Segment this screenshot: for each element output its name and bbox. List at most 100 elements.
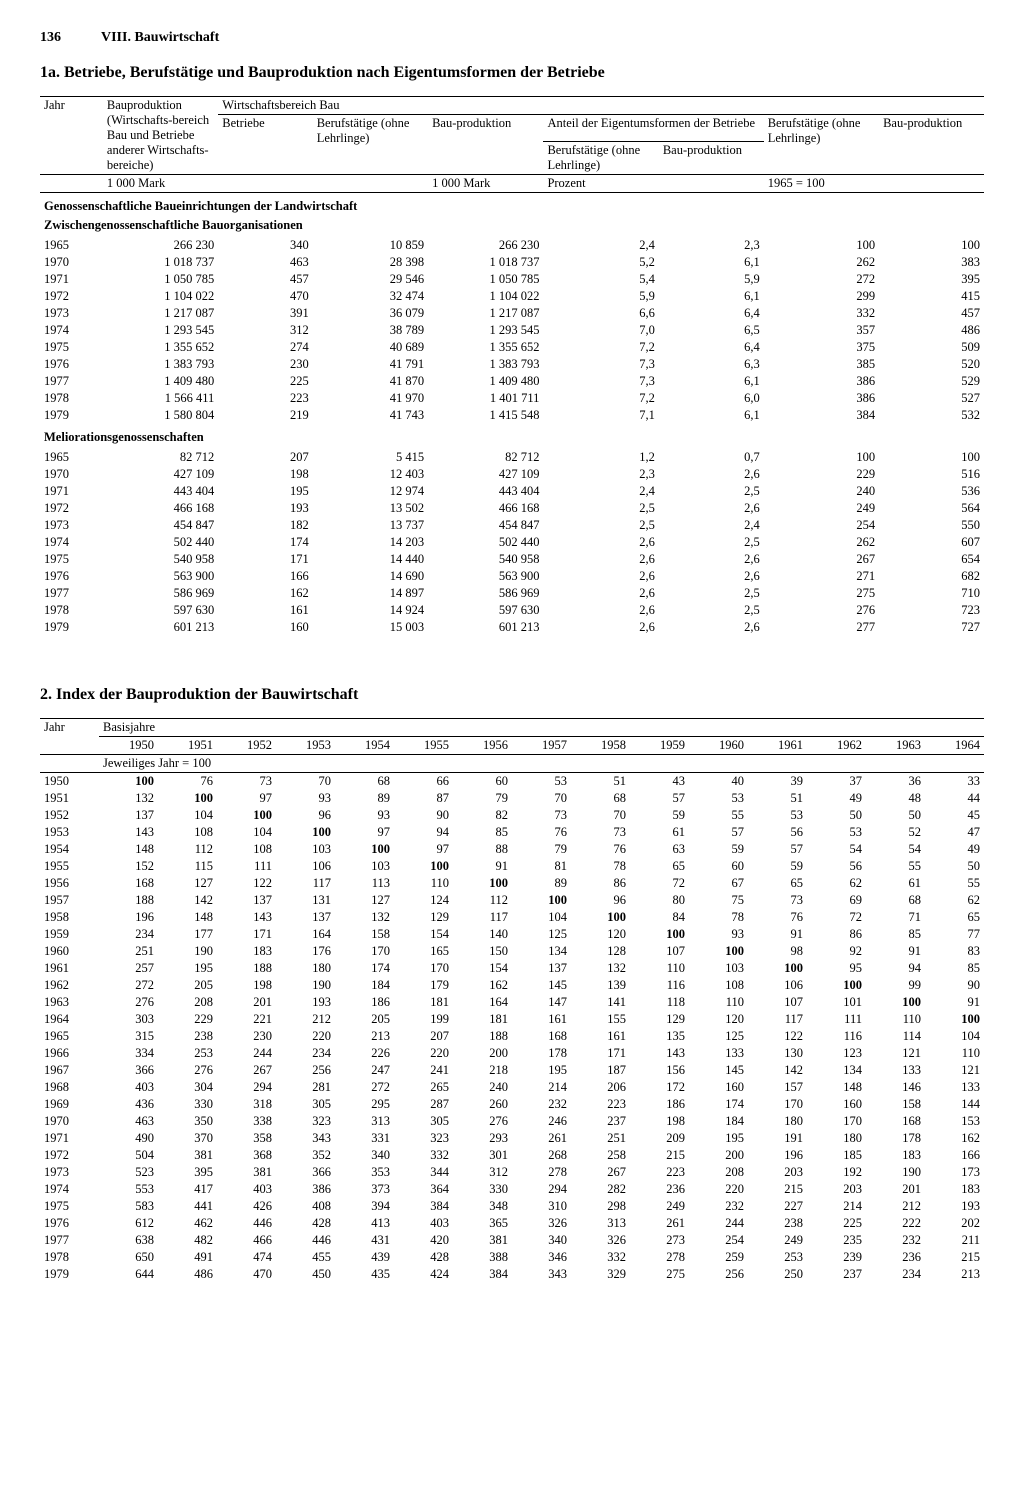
- table-row: 1972466 16819313 502466 1682,52,6249564: [40, 500, 984, 517]
- cell: 161: [218, 602, 312, 619]
- cell: 114: [866, 1028, 925, 1045]
- table-row: 1979601 21316015 003601 2132,62,6277727: [40, 619, 984, 636]
- cell: 72: [630, 875, 689, 892]
- cell: 275: [630, 1266, 689, 1283]
- cell: 253: [158, 1045, 217, 1062]
- cell: 50: [925, 858, 984, 875]
- cell: 277: [764, 619, 879, 636]
- cell: 431: [335, 1232, 394, 1249]
- cell: 36: [866, 773, 925, 791]
- hdr-anteil-bauprod: Bau-produktion: [659, 142, 764, 175]
- cell: 187: [571, 1062, 630, 1079]
- cell: 89: [335, 790, 394, 807]
- table-row: 1957188142137131127124112100968075736968…: [40, 892, 984, 909]
- cell: 137: [512, 960, 571, 977]
- hdr-anteil-beruf: Berufstätige (ohne Lehrlinge): [543, 142, 658, 175]
- cell: 267: [764, 551, 879, 568]
- cell: 184: [335, 977, 394, 994]
- cell: 394: [335, 1198, 394, 1215]
- cell: 278: [512, 1164, 571, 1181]
- cell: 174: [689, 1096, 748, 1113]
- cell: 111: [807, 1011, 866, 1028]
- cell: 348: [453, 1198, 512, 1215]
- cell: 443 404: [428, 483, 543, 500]
- cell: 62: [925, 892, 984, 909]
- cell: 443 404: [103, 483, 218, 500]
- cell: 104: [158, 807, 217, 824]
- year-col: 1960: [689, 737, 748, 755]
- cell: 502 440: [103, 534, 218, 551]
- cell: 76: [512, 824, 571, 841]
- cell: 1978: [40, 390, 103, 407]
- cell: 141: [571, 994, 630, 1011]
- cell: 127: [158, 875, 217, 892]
- table-row: 1976612462446428413403365326313261244238…: [40, 1215, 984, 1232]
- cell: 395: [879, 271, 984, 288]
- cell: 227: [748, 1198, 807, 1215]
- cell: 56: [807, 858, 866, 875]
- cell: 462: [158, 1215, 217, 1232]
- cell: 275: [764, 585, 879, 602]
- cell: 536: [879, 483, 984, 500]
- cell: 143: [99, 824, 158, 841]
- cell: 160: [689, 1079, 748, 1096]
- cell: 1 217 087: [428, 305, 543, 322]
- cell: 1976: [40, 568, 103, 585]
- cell: 170: [335, 943, 394, 960]
- cell: 100: [764, 237, 879, 254]
- cell: 1953: [40, 824, 99, 841]
- cell: 171: [571, 1045, 630, 1062]
- table-row: 1956168127122117113110100898672676562615…: [40, 875, 984, 892]
- cell: 120: [571, 926, 630, 943]
- hdr-anteil: Anteil der Eigentumsformen der Betriebe: [543, 115, 763, 142]
- table-row: 195113210097938987797068575351494844: [40, 790, 984, 807]
- cell: 38 789: [313, 322, 428, 339]
- cell: 100: [571, 909, 630, 926]
- table-row: 19781 566 41122341 9701 401 7117,26,0386…: [40, 390, 984, 407]
- cell: 532: [879, 407, 984, 424]
- cell: 237: [807, 1266, 866, 1283]
- cell: 107: [630, 943, 689, 960]
- cell: 330: [158, 1096, 217, 1113]
- cell: 384: [764, 407, 879, 424]
- cell: 723: [879, 602, 984, 619]
- cell: 59: [689, 841, 748, 858]
- cell: 78: [571, 858, 630, 875]
- cell: 182: [218, 517, 312, 534]
- cell: 101: [807, 994, 866, 1011]
- cell: 408: [276, 1198, 335, 1215]
- cell: 192: [807, 1164, 866, 1181]
- cell: 166: [218, 568, 312, 585]
- cell: 75: [689, 892, 748, 909]
- cell: 540 958: [428, 551, 543, 568]
- cell: 48: [866, 790, 925, 807]
- cell: 386: [764, 390, 879, 407]
- cell: 375: [764, 339, 879, 356]
- cell: 366: [99, 1062, 158, 1079]
- cell: 121: [866, 1045, 925, 1062]
- table-row: 1971443 40419512 974443 4042,42,5240536: [40, 483, 984, 500]
- cell: 14 440: [313, 551, 428, 568]
- cell: 193: [276, 994, 335, 1011]
- cell: 201: [217, 994, 276, 1011]
- cell: 188: [217, 960, 276, 977]
- cell: 49: [807, 790, 866, 807]
- cell: 383: [879, 254, 984, 271]
- cell: 91: [748, 926, 807, 943]
- cell: 173: [925, 1164, 984, 1181]
- cell: 343: [512, 1266, 571, 1283]
- cell: 37: [807, 773, 866, 791]
- cell: 343: [276, 1130, 335, 1147]
- cell: 164: [276, 926, 335, 943]
- cell: 246: [512, 1113, 571, 1130]
- cell: 6,3: [659, 356, 764, 373]
- cell: 195: [218, 483, 312, 500]
- cell: 120: [689, 1011, 748, 1028]
- hdr-beruf: Berufstätige (ohne Lehrlinge): [313, 115, 428, 175]
- cell: 214: [512, 1079, 571, 1096]
- cell: 106: [748, 977, 807, 994]
- cell: 29 546: [313, 271, 428, 288]
- cell: 223: [571, 1096, 630, 1113]
- cell: 132: [99, 790, 158, 807]
- cell: 148: [158, 909, 217, 926]
